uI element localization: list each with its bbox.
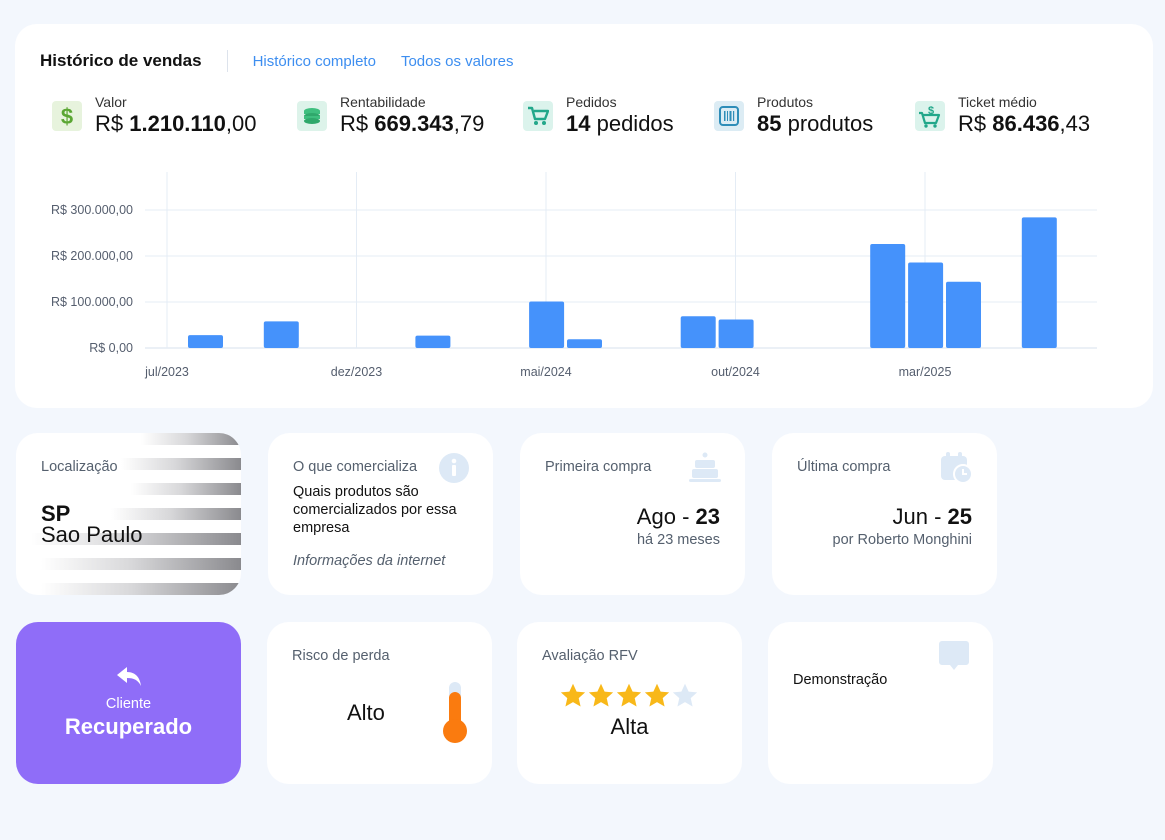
reply-arrow-icon (116, 666, 142, 693)
kpi-label: Valor (95, 94, 127, 110)
chart-bar[interactable] (870, 244, 906, 348)
chart-bar[interactable] (908, 262, 944, 348)
kpi-value: R$ 1.210.110,00 (95, 111, 257, 136)
x-tick-label: dez/2023 (331, 365, 382, 379)
header-divider (226, 50, 228, 72)
loss-risk-value: Alto (347, 700, 385, 725)
what-sells-title: O que comercializa (293, 459, 418, 475)
info-icon (439, 453, 469, 488)
star-icon (616, 683, 642, 707)
location-state: SP (41, 501, 71, 526)
last-purchase-title: Última compra (797, 459, 891, 475)
map-stripe (111, 508, 241, 520)
chart-bar[interactable] (529, 301, 565, 348)
location-title: Localização (41, 459, 118, 475)
kpi-value: R$ 669.343,79 (340, 111, 485, 136)
coins-icon (297, 101, 327, 131)
kpi-rentabilidade: Rentabilidade R$ 669.343,79 (297, 94, 484, 138)
sales-history-card: Histórico de vendas Histórico completo T… (15, 24, 1153, 408)
kpi-produtos: Produtos 85 produtos (714, 94, 873, 138)
chart-bar[interactable] (680, 316, 716, 348)
sales-bar-chart: R$ 0,00 R$ 100.000,00 R$ 200.000,00 R$ 300.… (51, 172, 1097, 379)
barcode-icon (714, 101, 744, 131)
x-tick-label: out/2024 (711, 365, 760, 379)
y-tick-label: R$ 100.000,00 (51, 295, 133, 309)
map-stripe (141, 433, 241, 445)
x-tick-label: jul/2023 (144, 365, 189, 379)
y-tick-label: R$ 0,00 (89, 341, 133, 355)
demo-label: Demonstração (793, 672, 888, 688)
chat-bubble-icon (939, 641, 969, 676)
kpi-label: Rentabilidade (340, 94, 426, 110)
kpi-value: 85 produtos (757, 111, 874, 136)
calendar-clock-icon (941, 452, 973, 489)
first-purchase-elapsed: há 23 meses (636, 532, 720, 548)
last-purchase-card: Última compra Jun - 25 por Roberto Mongh… (772, 433, 997, 595)
kpi-valor: $ Valor R$ 1.210.110,00 (52, 94, 257, 138)
all-values-link[interactable]: Todos os valores (400, 52, 514, 70)
chart-bar[interactable] (1021, 217, 1057, 348)
cart-dollar-icon: $ (915, 101, 945, 131)
chart-bar[interactable] (263, 321, 299, 348)
loss-risk-card: Risco de perda Alto (267, 622, 492, 784)
rfv-stars (559, 682, 699, 710)
loss-risk-title: Risco de perda (292, 648, 390, 664)
rfv-value: Alta (610, 714, 649, 739)
client-status-card: Cliente Recuperado (16, 622, 241, 784)
rfv-title: Avaliação RFV (542, 648, 638, 664)
svg-text:$: $ (928, 105, 934, 117)
chart-bar[interactable] (567, 339, 602, 348)
client-status-sub: Cliente (105, 696, 152, 712)
map-stripe (121, 458, 241, 470)
y-tick-label: R$ 200.000,00 (51, 249, 133, 263)
svg-text:$: $ (61, 104, 73, 129)
sales-title: Histórico de vendas (40, 51, 202, 70)
chart-bar[interactable] (718, 319, 754, 348)
sales-header: Histórico de vendas Histórico completo T… (40, 50, 539, 72)
cart-icon (523, 101, 553, 131)
map-stripe (41, 583, 241, 595)
cake-icon (689, 452, 721, 487)
thermometer-icon (442, 680, 468, 751)
star-icon (644, 683, 670, 707)
map-stripe (31, 533, 241, 545)
star-icon (560, 683, 586, 707)
what-sells-card: O que comercializa Quais produtos são co… (268, 433, 493, 595)
chart-bar[interactable] (946, 281, 981, 348)
kpi-ticket-medio: $ Ticket médio R$ 86.436,43 (915, 94, 1090, 138)
map-stripe (41, 558, 241, 570)
what-sells-description: Quais produtos são comercializados por e… (293, 484, 457, 536)
first-purchase-card: Primeira compra Ago - 23 há 23 meses (520, 433, 745, 595)
x-tick-label: mai/2024 (520, 365, 571, 379)
kpi-value: 14 pedidos (566, 111, 674, 136)
rfv-rating-card: Avaliação RFV Alta (517, 622, 742, 784)
demo-card[interactable]: Demonstração (768, 622, 993, 784)
last-purchase-seller: por Roberto Monghini (832, 532, 972, 548)
y-tick-label: R$ 300.000,00 (51, 203, 133, 217)
kpi-value: R$ 86.436,43 (958, 111, 1091, 136)
client-status-main: Recuperado (64, 714, 193, 739)
kpi-label: Ticket médio (958, 94, 1037, 110)
internet-info-link[interactable]: Informações da internet (293, 553, 446, 569)
chart-bar[interactable] (188, 335, 223, 348)
kpi-label: Pedidos (566, 94, 617, 110)
chart-bar[interactable] (415, 335, 451, 348)
first-purchase-date: Ago - 23 (636, 504, 720, 529)
full-history-link[interactable]: Histórico completo (252, 52, 376, 70)
location-city: Sao Paulo (41, 522, 143, 547)
first-purchase-title: Primeira compra (545, 459, 652, 475)
kpi-label: Produtos (757, 94, 814, 110)
last-purchase-date: Jun - 25 (892, 504, 972, 529)
location-card: Localização SP Sao Paulo (16, 433, 241, 595)
dollar-icon: $ (52, 101, 82, 131)
star-empty-icon (672, 683, 698, 707)
map-stripe (131, 483, 241, 495)
x-tick-label: mar/2025 (899, 365, 952, 379)
kpi-pedidos: Pedidos 14 pedidos (523, 94, 674, 138)
star-icon (588, 683, 614, 707)
